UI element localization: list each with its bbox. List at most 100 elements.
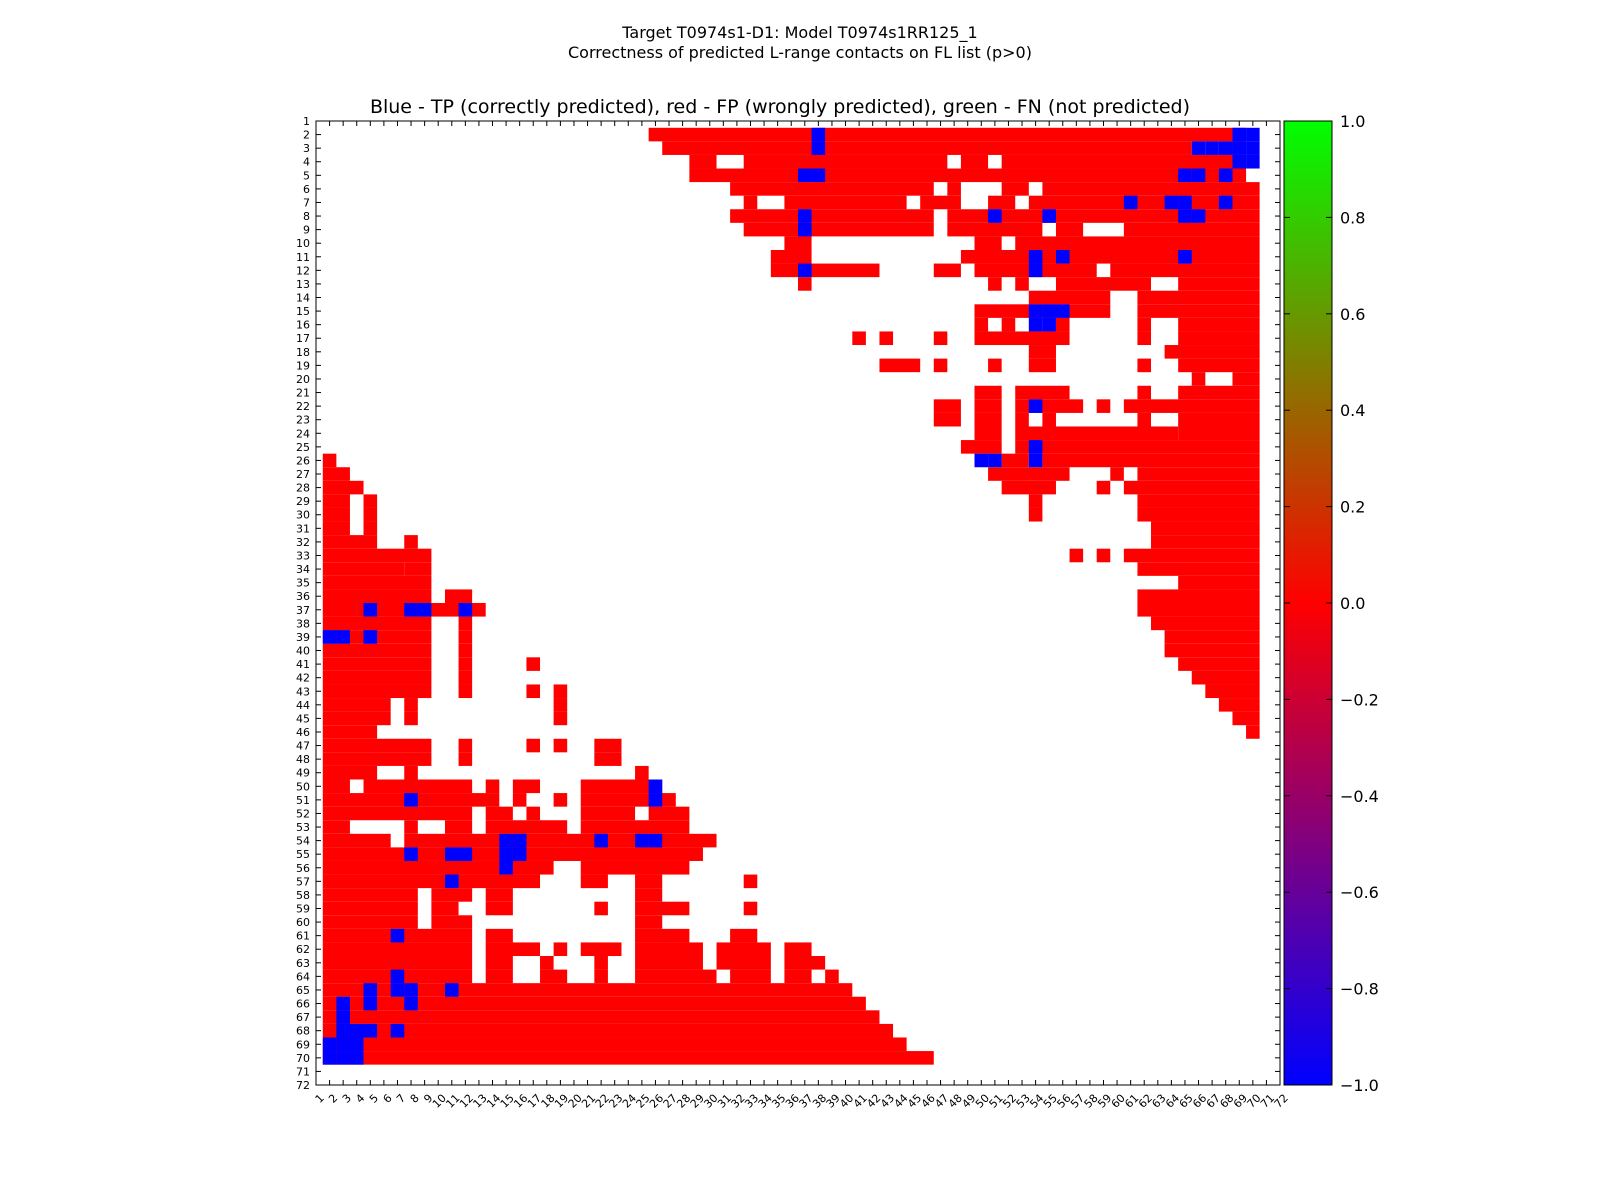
y-tick-label: 43 xyxy=(296,685,310,698)
tp-cell xyxy=(1191,168,1206,183)
tp-cell xyxy=(1028,317,1043,332)
fp-cell xyxy=(580,820,690,834)
fp-cell xyxy=(594,738,622,753)
y-tick-label: 49 xyxy=(296,767,310,780)
y-tick-label: 39 xyxy=(296,631,310,644)
fp-cell xyxy=(1110,263,1260,278)
chart-title: Blue - TP (correctly predicted), red - F… xyxy=(369,96,1191,118)
fp-cell xyxy=(743,195,758,210)
fp-cell xyxy=(1028,494,1043,508)
fp-cell xyxy=(960,249,1260,264)
fp-cell xyxy=(431,915,473,929)
fp-cell xyxy=(1178,358,1260,373)
fp-cell xyxy=(1069,548,1084,563)
fp-cell xyxy=(730,969,771,984)
x-tick-label: 2 xyxy=(326,1092,340,1106)
colorbar-ticks: 1.0 0.8 0.6 0.4 0.2 0.0 −0.2 −0.4 −0.6 −0.8 −1.0 xyxy=(1284,112,1379,1095)
fp-cell xyxy=(458,616,473,631)
fp-cell xyxy=(635,956,703,970)
fp-cell xyxy=(322,820,350,834)
tp-cell xyxy=(1232,127,1247,142)
fp-cell xyxy=(322,888,418,902)
fp-cell xyxy=(974,317,989,332)
fp-cell xyxy=(512,779,541,794)
fp-cell xyxy=(553,738,568,753)
y-tick-label: 5 xyxy=(303,169,310,182)
tp-cell xyxy=(404,603,418,617)
fp-cell xyxy=(770,263,880,278)
fp-cell xyxy=(988,467,1070,481)
y-tick-label: 69 xyxy=(296,1038,310,1051)
fp-cell xyxy=(1164,345,1260,359)
fp-cell xyxy=(1232,372,1260,386)
fp-cell xyxy=(322,575,432,590)
y-tick-label: 17 xyxy=(296,332,310,345)
tp-cell xyxy=(1246,154,1260,169)
fp-cell xyxy=(458,657,473,671)
fp-cell xyxy=(743,901,758,916)
tp-cell xyxy=(594,833,608,848)
fp-cell xyxy=(1151,616,1260,631)
fp-cell xyxy=(798,277,812,291)
fp-cell xyxy=(635,928,690,943)
tp-cell xyxy=(1218,168,1233,183)
fp-cell xyxy=(1137,412,1152,427)
fp-cell xyxy=(730,209,934,223)
y-tick-label: 3 xyxy=(303,142,310,155)
y-tick-label: 42 xyxy=(296,672,310,685)
fp-cell xyxy=(322,725,378,739)
y-tick-label: 64 xyxy=(296,970,310,983)
fp-cell xyxy=(933,412,961,427)
x-tick-label: 8 xyxy=(408,1092,422,1106)
fp-cell xyxy=(1028,358,1056,373)
colorbar-tick-label: −0.2 xyxy=(1340,690,1379,709)
fp-cell xyxy=(1015,399,1084,413)
colorbar-tick-label: 0.6 xyxy=(1340,305,1365,324)
fp-cell xyxy=(933,263,961,278)
y-tick-label: 6 xyxy=(303,183,310,196)
fp-cell xyxy=(444,589,473,603)
fp-cell xyxy=(322,860,554,875)
fp-cell xyxy=(1096,548,1111,563)
fp-cell xyxy=(974,236,1002,250)
fp-cell xyxy=(1055,317,1070,332)
tp-cell xyxy=(1218,141,1233,155)
fp-cell xyxy=(1137,589,1260,603)
fp-cell xyxy=(784,969,812,984)
fp-cell xyxy=(1205,684,1260,699)
fp-cell xyxy=(1123,548,1260,563)
fp-cell xyxy=(1137,358,1152,373)
y-tick-label: 47 xyxy=(296,740,310,753)
fp-cell xyxy=(322,806,473,821)
tp-cell xyxy=(363,630,378,644)
tp-cell xyxy=(404,996,418,1011)
tp-cell xyxy=(1055,249,1070,264)
colorbar-tick-label: 0.2 xyxy=(1340,498,1365,517)
fp-cell xyxy=(1164,643,1260,658)
tp-cell xyxy=(988,209,1002,223)
tp-cell xyxy=(648,833,663,848)
tp-cell xyxy=(444,983,459,997)
fp-cell xyxy=(1028,507,1043,522)
fp-cell xyxy=(458,670,473,685)
fp-cell xyxy=(1042,453,1260,468)
y-tick-label: 12 xyxy=(296,264,310,277)
fp-cell xyxy=(485,969,513,984)
colorbar-tick-label: 0.0 xyxy=(1340,594,1365,613)
fp-cell xyxy=(1137,507,1260,522)
tp-cell xyxy=(512,847,527,861)
tp-cell xyxy=(811,127,826,142)
tp-cell xyxy=(322,1037,337,1052)
fp-cell xyxy=(485,956,513,970)
fp-cell xyxy=(933,331,948,346)
y-tick-label: 7 xyxy=(303,196,310,209)
fp-cell xyxy=(322,684,432,699)
fp-cell xyxy=(1178,426,1260,441)
fp-cell xyxy=(1028,195,1260,210)
fp-cell xyxy=(689,168,1247,183)
y-tick-label: 20 xyxy=(296,373,310,386)
plot-frame xyxy=(315,120,1281,1086)
y-tick-label: 52 xyxy=(296,807,310,820)
fp-cell xyxy=(322,1051,934,1065)
y-tick-label: 29 xyxy=(296,495,310,508)
